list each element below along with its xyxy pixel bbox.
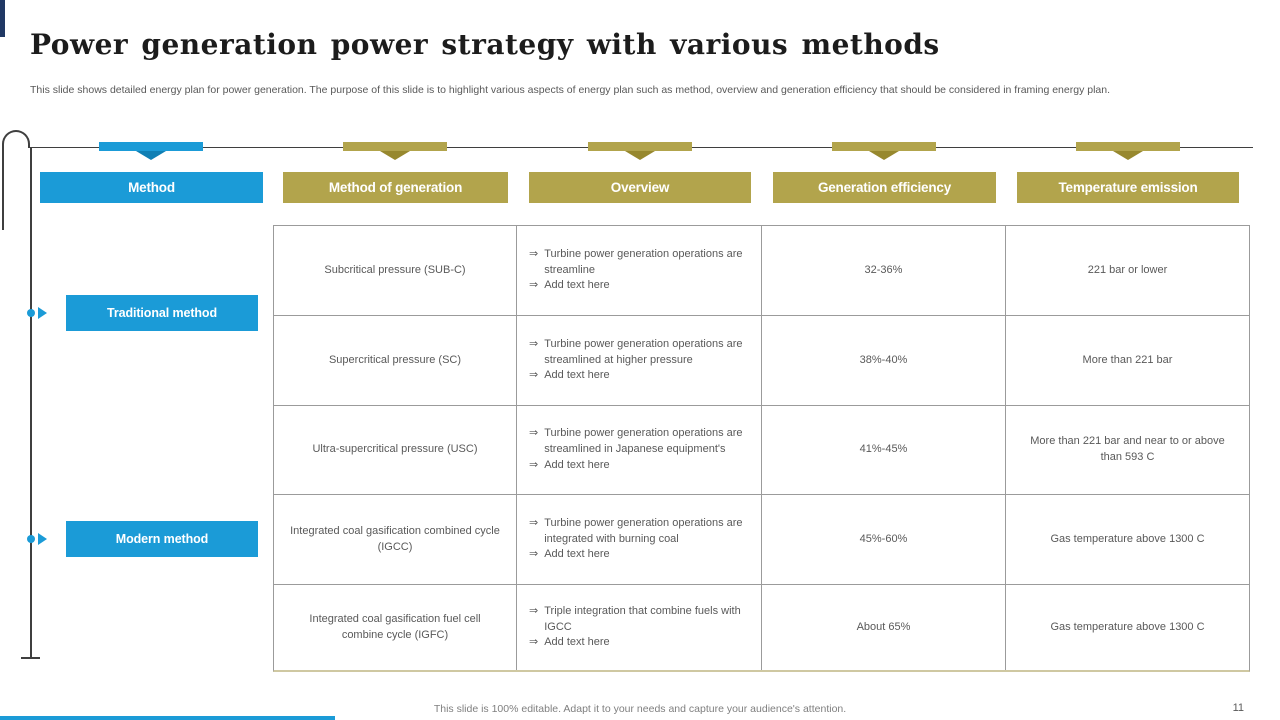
bullet-item: ⇒ Add text here [529, 547, 751, 563]
slide-description: This slide shows detailed energy plan fo… [30, 84, 1111, 96]
bullet-text: Add text here [544, 636, 610, 649]
bullet-item: ⇒ Turbine power generation operations are… [529, 516, 751, 548]
column-header-generation-efficiency: Generation efficiency [773, 172, 996, 203]
cell-generation-efficiency: 45%-60% [762, 495, 1006, 585]
arrow-bullet-icon: ⇒ [529, 337, 539, 350]
chevron-down-icon [136, 151, 166, 160]
arrow-bullet-icon: ⇒ [529, 548, 539, 561]
cell-temperature-emission: More than 221 bar [1006, 316, 1249, 406]
bullet-dot-icon [27, 535, 35, 543]
bullet-text: Add text here [544, 458, 610, 471]
play-triangle-icon [38, 533, 47, 545]
bullet-item: ⇒ Triple integration that combine fuels w… [529, 604, 751, 636]
cell-temperature-emission: Gas temperature above 1300 C [1006, 495, 1249, 585]
cell-generation-efficiency: About 65% [762, 585, 1006, 670]
bullet-text: Turbine power generation operations are … [544, 516, 743, 545]
arrow-bullet-icon: ⇒ [529, 369, 539, 382]
bullet-text: Triple integration that combine fuels wi… [544, 604, 741, 633]
left-line-arc [2, 130, 30, 148]
chevron-down-icon [869, 151, 899, 160]
bullet-item: ⇒ Add text here [529, 635, 751, 651]
chevron-down-icon [625, 151, 655, 160]
ribbon-temperature-emission [1076, 142, 1180, 160]
bottom-accent-bar [0, 716, 335, 720]
cell-generation-efficiency: 41%-45% [762, 406, 1006, 495]
arrow-bullet-icon: ⇒ [529, 604, 539, 617]
cell-overview: ⇒ Turbine power generation operations are… [517, 226, 762, 316]
group-chip-traditional-method: Traditional method [66, 295, 258, 331]
bullet-item: ⇒ Turbine power generation operations are… [529, 247, 751, 279]
left-vertical-line [30, 147, 32, 657]
left-line-arc-tail [2, 146, 4, 230]
chevron-down-icon [1113, 151, 1143, 160]
play-triangle-icon [38, 307, 47, 319]
bullet-dot-icon [27, 309, 35, 317]
arrow-bullet-icon: ⇒ [529, 516, 539, 529]
bullet-text: Add text here [544, 548, 610, 561]
arrow-bullet-icon: ⇒ [529, 636, 539, 649]
ribbon-method-of-generation [343, 142, 447, 160]
cell-overview: ⇒ Turbine power generation operations are… [517, 495, 762, 585]
bullet-text: Turbine power generation operations are … [544, 427, 743, 456]
cell-temperature-emission: 221 bar or lower [1006, 226, 1249, 316]
cell-method-of-generation: Subcritical pressure (SUB-C) [274, 226, 517, 316]
cell-temperature-emission: More than 221 bar and near to or above t… [1006, 406, 1249, 495]
cell-generation-efficiency: 38%-40% [762, 316, 1006, 406]
generation-methods-table: Subcritical pressure (SUB-C) ⇒ Turbine po… [273, 225, 1250, 672]
page-number: 11 [1232, 702, 1244, 714]
bullet-text: Turbine power generation operations are … [544, 247, 743, 276]
arrow-bullet-icon: ⇒ [529, 427, 539, 440]
bullet-item: ⇒ Turbine power generation operations are… [529, 426, 751, 458]
cell-method-of-generation: Integrated coal gasification fuel cell c… [274, 585, 517, 670]
arrow-bullet-icon: ⇒ [529, 458, 539, 471]
arrow-bullet-icon: ⇒ [529, 279, 539, 292]
bullet-text: Add text here [544, 279, 610, 292]
cell-method-of-generation: Supercritical pressure (SC) [274, 316, 517, 406]
bullet-item: ⇒ Add text here [529, 278, 751, 294]
ribbon-method [99, 142, 203, 160]
bullet-item: ⇒ Turbine power generation operations are… [529, 337, 751, 369]
cell-overview: ⇒ Turbine power generation operations are… [517, 316, 762, 406]
ribbon-overview [588, 142, 692, 160]
bullet-text: Add text here [544, 369, 610, 382]
cell-method-of-generation: Integrated coal gasification combined cy… [274, 495, 517, 585]
arrow-bullet-icon: ⇒ [529, 247, 539, 260]
column-header-method-of-generation: Method of generation [283, 172, 508, 203]
cell-generation-efficiency: 32-36% [762, 226, 1006, 316]
column-header-temperature-emission: Temperature emission [1017, 172, 1239, 203]
ribbon-generation-efficiency [832, 142, 936, 160]
bullet-item: ⇒ Add text here [529, 368, 751, 384]
cell-overview: ⇒ Turbine power generation operations are… [517, 406, 762, 495]
left-edge-accent-bar [0, 0, 5, 37]
chevron-down-icon [380, 151, 410, 160]
group-chip-modern-method: Modern method [66, 521, 258, 557]
column-header-method: Method [40, 172, 263, 203]
cell-method-of-generation: Ultra-supercritical pressure (USC) [274, 406, 517, 495]
editable-note: This slide is 100% editable. Adapt it to… [433, 703, 847, 715]
page-title: Power generation power strategy with var… [30, 28, 940, 61]
column-header-overview: Overview [529, 172, 751, 203]
cell-overview: ⇒ Triple integration that combine fuels w… [517, 585, 762, 670]
cell-temperature-emission: Gas temperature above 1300 C [1050, 620, 1205, 633]
left-line-base-serif [21, 657, 40, 659]
bullet-text: Turbine power generation operations are … [544, 337, 743, 366]
bullet-item: ⇒ Add text here [529, 458, 751, 474]
